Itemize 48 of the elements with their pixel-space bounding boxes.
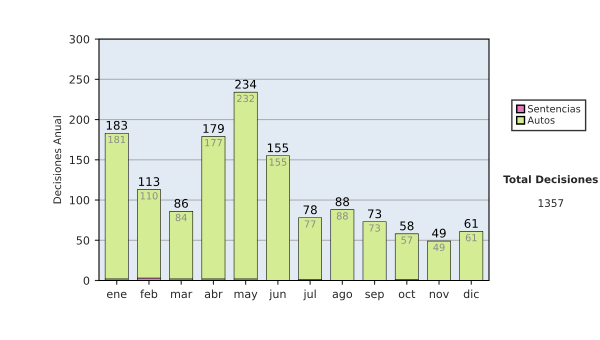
y-tick-label: 0 [84,276,90,285]
y-tick-label: 300 [70,35,90,44]
data-label: 61 [466,234,477,242]
x-tick-label: oct [398,290,416,298]
total-label: 61 [464,218,478,228]
y-tick-label: 100 [70,196,90,204]
x-tick-label: dic [464,290,479,298]
x-tick-label: mar [171,292,192,298]
data-label: 88 [336,212,348,220]
y-axis-title: Decisiones Anual [53,116,62,204]
text: 1357 [538,199,564,208]
total-label: 73 [368,209,382,218]
data-label: 110 [140,192,158,200]
x-tick-label: abr [204,290,223,298]
data-label: 181 [108,136,126,144]
total-label: 183 [106,120,128,130]
data-label: 84 [176,214,187,222]
total-label: 179 [203,124,224,133]
total-label: 88 [336,197,350,206]
legend-label: Autos [527,116,555,124]
x-tick-label: may [234,292,258,300]
data-label: 57 [401,236,412,244]
data-label: 232 [237,94,254,102]
y-tick-label: 150 [70,156,90,164]
total-label: 49 [432,228,446,238]
x-tick-label: nov [430,292,449,298]
total-label: 58 [400,221,414,230]
text: Total Decisiones [503,175,598,184]
total-label: 155 [268,144,288,152]
x-tick-label: sep [365,292,384,300]
total-label: 86 [174,198,188,208]
y-tick-label: 250 [70,75,90,84]
y-tick-label: 200 [70,116,90,124]
total-label: 78 [304,205,317,214]
data-label: 155 [270,158,286,166]
data-label: 49 [433,244,445,252]
total-label: 113 [138,177,160,186]
x-tick-label: jun [269,290,286,300]
legend-label: Sentencias [528,104,580,112]
data-label: 73 [369,224,380,232]
x-tick-label: ene [106,292,126,298]
data-label: 77 [304,220,316,228]
x-tick-label: jul [303,290,316,300]
x-tick-label: ago [332,292,352,300]
total-label: 234 [235,80,256,89]
data-label: 177 [205,139,222,146]
x-tick-label: feb [140,290,158,298]
y-tick-label: 50 [76,236,90,245]
